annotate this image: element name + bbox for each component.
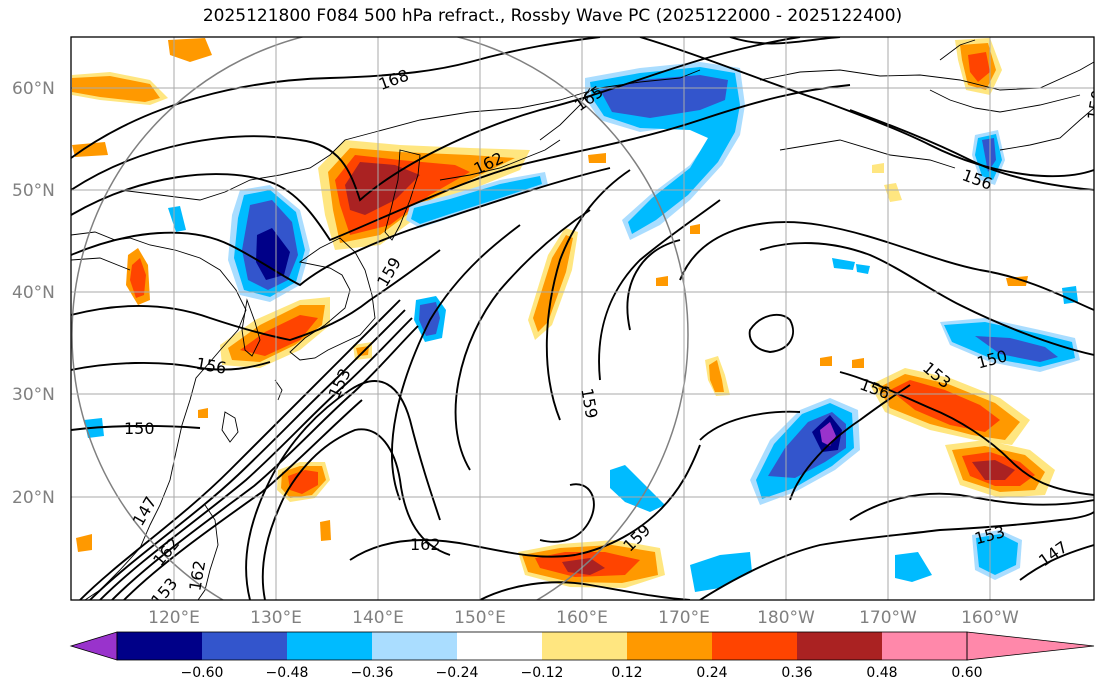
colorbar-segment bbox=[372, 632, 457, 660]
contour-label: 150 bbox=[124, 419, 155, 438]
lat-label: 40°N bbox=[12, 283, 55, 303]
colorbar-segment bbox=[542, 632, 627, 660]
lon-label: 160°E bbox=[556, 608, 608, 628]
latitude-axis: 20°N 30°N 40°N 50°N 60°N bbox=[12, 79, 55, 508]
map-frame bbox=[70, 36, 1095, 601]
colorbar-tick-label: −0.24 bbox=[436, 665, 479, 681]
lon-label: 130°E bbox=[250, 608, 302, 628]
colorbar-min-extend bbox=[69, 631, 118, 661]
lon-label: 170°W bbox=[859, 608, 917, 628]
lat-label: 20°N bbox=[12, 488, 55, 508]
colorbar-segment bbox=[287, 632, 372, 660]
lon-label: 140°E bbox=[352, 608, 404, 628]
colorbar-max-extend bbox=[966, 631, 1095, 661]
colorbar-segment bbox=[797, 632, 882, 660]
map-title: 2025121800 F084 500 hPa refract., Rossby… bbox=[202, 6, 903, 26]
negative-anomaly-fields bbox=[84, 62, 1080, 592]
contour-label: 162 bbox=[410, 535, 441, 554]
lat-label: 30°N bbox=[12, 385, 55, 405]
colorbar-tick-label: 0.36 bbox=[781, 665, 812, 681]
lon-label: 160°W bbox=[961, 608, 1019, 628]
lon-label: 170°E bbox=[658, 608, 710, 628]
lat-label: 50°N bbox=[12, 181, 55, 201]
colorbar-segment bbox=[117, 632, 202, 660]
colorbar-tick-label: 0.60 bbox=[951, 665, 982, 681]
map-gridlines bbox=[71, 37, 1094, 600]
colorbar-segment bbox=[882, 632, 967, 660]
colorbar-segment bbox=[712, 632, 797, 660]
colorbar: −0.60 −0.48 −0.36 −0.24 −0.12 0.12 0.24 … bbox=[69, 631, 1095, 681]
colorbar-tick-label: −0.36 bbox=[351, 665, 394, 681]
lon-label: 120°E bbox=[148, 608, 200, 628]
colorbar-segment bbox=[457, 632, 542, 660]
colorbar-tick-label: −0.48 bbox=[266, 665, 309, 681]
colorbar-segment bbox=[627, 632, 712, 660]
colorbar-tick-label: 0.12 bbox=[611, 665, 642, 681]
colorbar-tick-label: −0.12 bbox=[521, 665, 564, 681]
height-contours bbox=[71, 37, 1094, 600]
contour-label: 150 bbox=[1084, 88, 1105, 121]
colorbar-tick-label: 0.48 bbox=[866, 665, 897, 681]
lat-label: 60°N bbox=[12, 79, 55, 99]
lon-label: 150°E bbox=[454, 608, 506, 628]
longitude-axis: 120°E 130°E 140°E 150°E 160°E 170°E 180°… bbox=[148, 608, 1019, 628]
great-circle-ring bbox=[71, 37, 689, 600]
colorbar-ticks: −0.60 −0.48 −0.36 −0.24 −0.12 0.12 0.24 … bbox=[181, 665, 983, 681]
colorbar-tick-label: 0.24 bbox=[696, 665, 727, 681]
colorbar-tick-label: −0.60 bbox=[181, 665, 224, 681]
lon-label: 180°W bbox=[757, 608, 815, 628]
colorbar-segment bbox=[202, 632, 287, 660]
